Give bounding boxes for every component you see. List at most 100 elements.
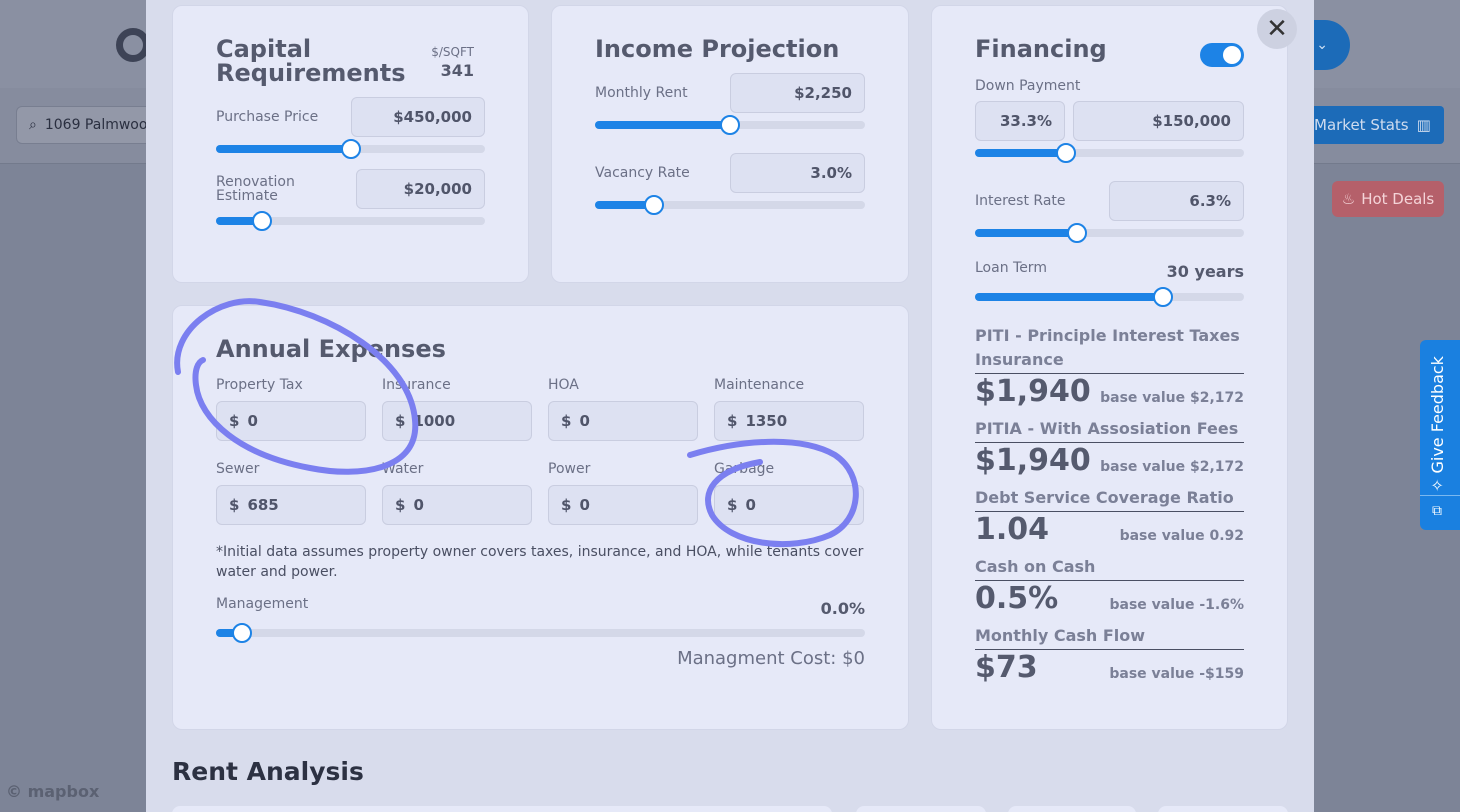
management-cost: Managment Cost: $0 bbox=[677, 648, 865, 669]
expenses-note: *Initial data assumes property owner cov… bbox=[216, 544, 864, 580]
divider bbox=[1420, 495, 1460, 496]
pitia-title: PITIA - With Assosiation Fees bbox=[975, 419, 1239, 438]
piti-value: $1,940 bbox=[975, 374, 1091, 409]
slider-thumb[interactable] bbox=[1056, 143, 1077, 163]
purchase-price-label: Purchase Price bbox=[216, 109, 319, 125]
maintenance-value: 1350 bbox=[745, 412, 788, 430]
sewer-value: 685 bbox=[247, 496, 279, 514]
slider-thumb[interactable] bbox=[644, 195, 665, 215]
divider bbox=[975, 580, 1244, 581]
slider-thumb[interactable] bbox=[340, 139, 361, 159]
property-tax-value: 0 bbox=[247, 412, 258, 430]
currency-symbol: $ bbox=[561, 496, 572, 514]
sewer-label: Sewer bbox=[216, 461, 260, 477]
market-stats-button[interactable]: Market Stats ▥ bbox=[1300, 106, 1444, 144]
give-feedback-label: Give Feedback bbox=[1428, 356, 1447, 474]
vacancy-rate-slider[interactable] bbox=[595, 195, 865, 215]
income-projection-title: Income Projection bbox=[595, 35, 840, 63]
rent-analysis-title: Rent Analysis bbox=[172, 757, 364, 786]
garbage-label: Garbage bbox=[714, 461, 775, 477]
sqft-value: 341 bbox=[440, 61, 474, 80]
divider bbox=[975, 373, 1244, 374]
currency-symbol: $ bbox=[727, 412, 738, 430]
pitia-value: $1,940 bbox=[975, 443, 1091, 478]
monthly-cash-flow-base-value: base value -$159 bbox=[1109, 666, 1244, 682]
slider-thumb[interactable] bbox=[720, 115, 740, 135]
currency-symbol: $ bbox=[395, 412, 406, 430]
down-payment-percent-field[interactable]: 33.3% bbox=[975, 101, 1065, 141]
pitia-base-value: base value $2,172 bbox=[1100, 459, 1244, 475]
currency-symbol: $ bbox=[727, 496, 738, 514]
market-stats-label: Market Stats bbox=[1314, 116, 1409, 134]
management-label: Management bbox=[216, 596, 309, 612]
purchase-price-slider[interactable] bbox=[216, 139, 485, 159]
water-value: 0 bbox=[413, 496, 424, 514]
rent-analysis-card bbox=[1158, 806, 1288, 812]
currency-symbol: $ bbox=[395, 496, 406, 514]
income-projection-card bbox=[551, 5, 909, 283]
app-logo bbox=[116, 28, 150, 62]
interest-rate-slider[interactable] bbox=[975, 223, 1244, 243]
renovation-field[interactable]: $20,000 bbox=[356, 169, 485, 209]
purchase-price-field[interactable]: $450,000 bbox=[351, 97, 485, 137]
slider-thumb[interactable] bbox=[1067, 223, 1088, 243]
property-tax-label: Property Tax bbox=[216, 377, 303, 393]
insurance-field[interactable]: $1000 bbox=[382, 401, 532, 441]
search-icon: ⌕ bbox=[29, 117, 37, 133]
garbage-value: 0 bbox=[745, 496, 756, 514]
rent-analysis-card bbox=[1008, 806, 1136, 812]
slider-thumb[interactable] bbox=[231, 623, 252, 643]
interest-rate-field[interactable]: 6.3% bbox=[1109, 181, 1244, 221]
water-field[interactable]: $0 bbox=[382, 485, 532, 525]
down-payment-amount-field[interactable]: $150,000 bbox=[1073, 101, 1244, 141]
divider bbox=[975, 649, 1244, 650]
sewer-field[interactable]: $685 bbox=[216, 485, 366, 525]
loan-term-slider[interactable] bbox=[975, 287, 1244, 307]
garbage-field[interactable]: $0 bbox=[714, 485, 864, 525]
maintenance-label: Maintenance bbox=[714, 377, 805, 393]
sparkle-icon: ✧ bbox=[1428, 478, 1447, 492]
financing-title: Financing bbox=[975, 35, 1107, 63]
management-slider[interactable] bbox=[216, 623, 865, 643]
loan-term-label: Loan Term bbox=[975, 260, 1047, 276]
capital-requirements-title: Capital Requirements bbox=[216, 35, 406, 87]
slider-thumb[interactable] bbox=[251, 211, 272, 231]
close-icon: ✕ bbox=[1266, 14, 1288, 44]
power-value: 0 bbox=[579, 496, 590, 514]
currency-symbol: $ bbox=[561, 412, 572, 430]
maintenance-field[interactable]: $1350 bbox=[714, 401, 864, 441]
dscr-title: Debt Service Coverage Ratio bbox=[975, 488, 1234, 507]
external-link-icon[interactable]: ⧉ bbox=[1432, 503, 1442, 519]
management-value: 0.0% bbox=[820, 599, 865, 618]
monthly-rent-field[interactable]: $2,250 bbox=[730, 73, 865, 113]
divider bbox=[975, 511, 1244, 512]
hot-deals-label: Hot Deals bbox=[1361, 190, 1435, 208]
power-field[interactable]: $0 bbox=[548, 485, 698, 525]
vacancy-rate-field[interactable]: 3.0% bbox=[730, 153, 865, 193]
monthly-cash-flow-value: $73 bbox=[975, 650, 1038, 685]
financing-toggle[interactable] bbox=[1200, 43, 1244, 67]
piti-base-value: base value $2,172 bbox=[1100, 390, 1244, 406]
insurance-label: Insurance bbox=[382, 377, 451, 393]
renovation-slider[interactable] bbox=[216, 211, 485, 231]
currency-symbol: $ bbox=[229, 496, 240, 514]
monthly-rent-slider[interactable] bbox=[595, 115, 865, 135]
mapbox-logo: © mapbox bbox=[6, 782, 100, 801]
hoa-label: HOA bbox=[548, 377, 579, 393]
power-label: Power bbox=[548, 461, 591, 477]
down-payment-slider[interactable] bbox=[975, 143, 1244, 163]
cash-on-cash-value: 0.5% bbox=[975, 581, 1059, 616]
hoa-field[interactable]: $0 bbox=[548, 401, 698, 441]
cash-on-cash-title: Cash on Cash bbox=[975, 557, 1096, 576]
flame-icon: ♨ bbox=[1341, 190, 1356, 208]
hot-deals-button[interactable]: ♨ Hot Deals bbox=[1332, 181, 1444, 217]
give-feedback-tab[interactable]: ✧ Give Feedback ⧉ bbox=[1420, 340, 1460, 530]
divider bbox=[975, 442, 1244, 443]
property-tax-field[interactable]: $0 bbox=[216, 401, 366, 441]
close-button[interactable]: ✕ bbox=[1257, 9, 1297, 49]
slider-thumb[interactable] bbox=[1153, 287, 1174, 307]
water-label: Water bbox=[382, 461, 424, 477]
monthly-rent-label: Monthly Rent bbox=[595, 85, 688, 101]
monthly-cash-flow-title: Monthly Cash Flow bbox=[975, 626, 1146, 645]
dscr-value: 1.04 bbox=[975, 512, 1050, 547]
